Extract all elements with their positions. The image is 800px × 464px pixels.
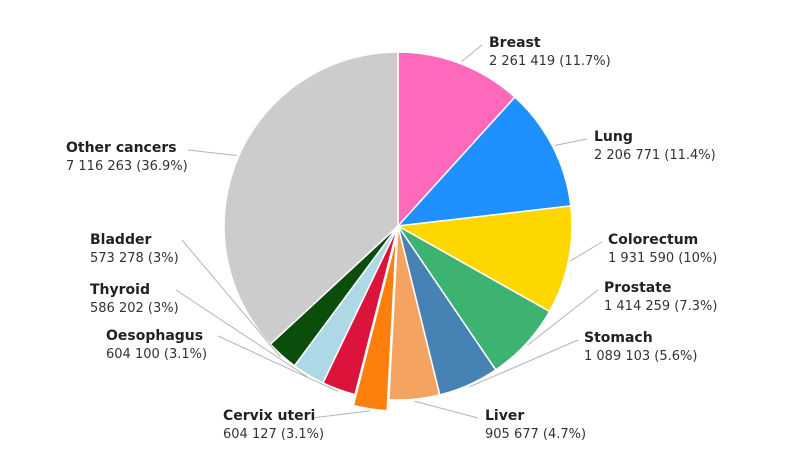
slice-label-colorectum: Colorectum [608,232,698,248]
slice-value-stomach: 1 089 103 (5.6%) [584,349,697,364]
leader-line-bladder [181,239,281,358]
slice-label-bladder: Bladder [90,232,151,248]
leader-line-liver [414,400,479,419]
slice-label-thyroid: Thyroid [90,282,150,298]
slice-label-cervix-uteri: Cervix uteri [223,408,315,424]
slice-labels: Breast 2 261 419 (11.7%) Lung 2 206 771 (11… [66,35,717,442]
slice-label-stomach: Stomach [584,330,653,346]
slice-label-prostate: Prostate [604,280,671,296]
slice-label-lung: Lung [594,129,633,145]
leader-line-other-cancers [187,149,237,157]
slice-value-oesophagus: 604 100 (3.1%) [106,347,207,362]
leader-line-colorectum [570,241,603,262]
leader-line-breast [461,44,483,63]
slice-value-prostate: 1 414 259 (7.3%) [604,299,717,314]
pie-slice-breast [397,51,516,228]
pie-slice-liver [388,225,441,401]
pie-slice-colorectum [395,205,573,313]
leader-lines [175,44,603,419]
slice-value-bladder: 573 278 (3%) [90,251,179,266]
slice-label-other-cancers: Other cancers [66,140,177,156]
slice-value-colorectum: 1 931 590 (10%) [608,251,717,266]
leader-line-lung [554,138,588,147]
pie-slice-other-cancers [223,51,399,346]
slice-label-oesophagus: Oesophagus [106,328,203,344]
leader-line-thyroid [175,289,308,378]
pie-slice-cervix-uteri [352,236,398,412]
pie-slices [223,51,573,412]
slice-value-other-cancers: 7 116 263 (36.9%) [66,159,188,174]
leader-line-prostate [527,289,599,346]
slice-value-liver: 905 677 (4.7%) [485,427,586,442]
slice-value-thyroid: 586 202 (3%) [90,301,179,316]
slice-value-breast: 2 261 419 (11.7%) [489,54,611,69]
leader-line-cervix-uteri [311,410,370,419]
leader-line-stomach [469,339,579,388]
slice-label-breast: Breast [489,35,541,51]
pie-slice-lung [396,96,572,227]
slice-value-lung: 2 206 771 (11.4%) [594,148,716,163]
leader-line-oesophagus [217,335,339,392]
slice-label-liver: Liver [485,408,524,424]
slice-value-cervix-uteri: 604 127 (3.1%) [223,427,324,442]
